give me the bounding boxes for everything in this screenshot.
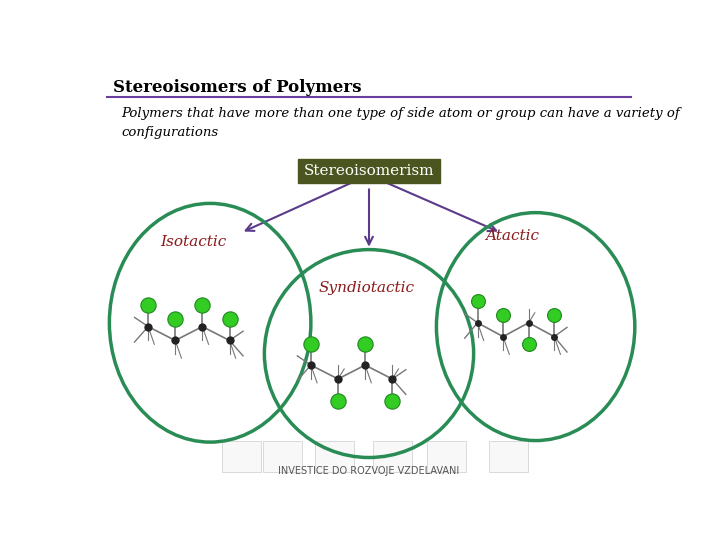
- FancyBboxPatch shape: [373, 441, 412, 472]
- Text: Stereoisomerism: Stereoisomerism: [304, 164, 434, 178]
- FancyBboxPatch shape: [222, 441, 261, 472]
- Text: Stereoisomers of Polymers: Stereoisomers of Polymers: [113, 79, 361, 96]
- FancyBboxPatch shape: [315, 441, 354, 472]
- FancyBboxPatch shape: [427, 441, 466, 472]
- Text: Polymers that have more than one type of side atom or group can have a variety o: Polymers that have more than one type of…: [121, 107, 680, 139]
- Text: Syndiotactic: Syndiotactic: [319, 281, 415, 295]
- Text: Isotactic: Isotactic: [160, 235, 226, 249]
- FancyBboxPatch shape: [489, 441, 528, 472]
- Text: Atactic: Atactic: [485, 229, 539, 243]
- FancyBboxPatch shape: [263, 441, 302, 472]
- Text: INVESTICE DO ROZVOJE VZDELAVANI: INVESTICE DO ROZVOJE VZDELAVANI: [279, 467, 459, 476]
